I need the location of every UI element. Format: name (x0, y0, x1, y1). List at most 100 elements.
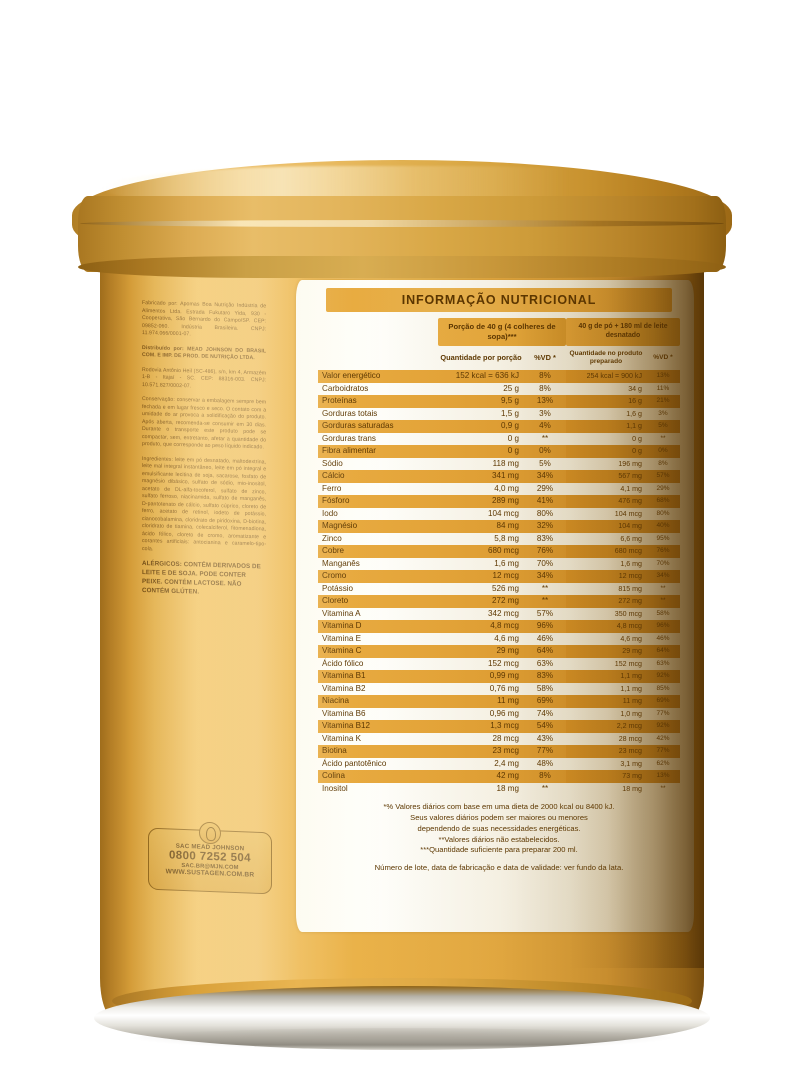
table-header-groups: Porção de 40 g (4 colheres de sopa)*** 4… (318, 318, 681, 346)
cell-q2: 1,1 g (566, 420, 646, 433)
cell-q2: 476 mg (566, 495, 646, 508)
cell-q1: 289 mg (438, 495, 524, 508)
table-row: Cobre 680 mcg 76% 680 mcg 76% (318, 545, 681, 558)
cell-q2: 254 kcal = 900 kJ (566, 370, 646, 383)
cell-v2: 77% (656, 709, 670, 717)
cell-name: Magnésio (318, 520, 438, 533)
cell-name: Manganês (322, 558, 360, 568)
table-row: Gorduras trans 0 g ** 0 g ** (318, 433, 680, 446)
table-row: Potássio 526 mg ** 815 mg ** (318, 583, 680, 596)
cell-q2: 1,1 mg (620, 684, 642, 693)
cell-q2: 6,6 mg (620, 534, 642, 543)
cell-v1: 48% (536, 758, 554, 768)
cell-v1: 34% (524, 570, 566, 583)
cell-name: Fósforo (318, 495, 438, 508)
cell-q1: 0,76 mg (489, 683, 519, 693)
cell-name: Colina (318, 770, 438, 783)
cell-v1: 57% (536, 608, 554, 618)
cell-v1: 83% (536, 533, 554, 543)
can-base-rim (94, 986, 710, 1050)
cell-q1: 11 mg (438, 695, 524, 708)
table-row: Vitamina C 29 mg 64% 29 mg 64% (318, 645, 681, 658)
cell-q1: 152 kcal = 636 kJ (438, 370, 524, 383)
cell-v2: 77% (646, 745, 681, 758)
cell-name: Carboidratos (322, 383, 369, 393)
cell-q2: 104 mg (566, 520, 646, 533)
cell-q1: 28 mcg (492, 733, 519, 743)
table-row: Manganês 1,6 mg 70% 1,6 mg 70% (318, 558, 680, 571)
cell-q2: 0 g (632, 434, 642, 443)
cell-q2: 680 mcg (566, 545, 646, 558)
cell-v1: 43% (536, 733, 554, 743)
table-row: Vitamina B6 0,96 mg 74% 1,0 mg 77% (318, 708, 680, 721)
cell-name: Proteínas (318, 395, 438, 408)
cell-name: Ferro (322, 483, 342, 493)
page-title: INFORMAÇÃO NUTRICIONAL (401, 293, 597, 307)
cell-q1: 12 mcg (438, 570, 524, 583)
cell-v2: 3% (658, 409, 668, 417)
cell-v2: 58% (656, 609, 670, 617)
ingredients-text: Ingredientes: leite em pó desnatado, mal… (142, 455, 267, 553)
table-row: Fósforo 289 mg 41% 476 mg 68% (318, 495, 681, 508)
nutrition-table-body: Valor energético 152 kcal = 636 kJ 8% 254 k… (318, 370, 681, 796)
cell-q2: 29 mg (566, 645, 646, 658)
cell-v1: 41% (524, 495, 566, 508)
table-row: Ácido pantotênico 2,4 mg 48% 3,1 mg 62% (318, 758, 680, 771)
cell-q1: 4,8 mcg (438, 620, 524, 633)
table-row: Ferro 4,0 mg 29% 4,1 mg 29% (318, 483, 680, 496)
can-body: Fabricado por: Apomas Boa Nutrição Indús… (100, 228, 704, 1018)
footnotes: *% Valores diários com base em uma dieta… (318, 802, 680, 874)
cell-name: Vitamina B2 (322, 683, 366, 693)
cell-q1: 526 mg (492, 583, 519, 593)
cell-v2: 69% (646, 695, 681, 708)
cell-name: Cloreto (318, 595, 438, 608)
cell-v2: 13% (646, 770, 681, 783)
cell-q1: 9,5 g (438, 395, 524, 408)
table-row: Cálcio 341 mg 34% 567 mg 57% (318, 470, 681, 483)
cell-v1: 63% (536, 658, 554, 668)
cell-q2: 28 mcg (618, 734, 642, 743)
cell-v1: 8% (524, 770, 566, 783)
cell-name: Cálcio (318, 470, 438, 483)
cell-q1: 25 g (503, 383, 519, 393)
cell-v2: 13% (646, 370, 681, 383)
cell-name: Fibra alimentar (318, 445, 438, 458)
cell-v1: 5% (539, 458, 551, 468)
subheader-vd-prepared: %VD * (653, 353, 673, 361)
cell-q2: 1,6 mg (620, 559, 642, 568)
cell-q1: 272 mg (438, 595, 524, 608)
cell-v2: 8% (658, 459, 668, 467)
cell-q1: 104 mcg (487, 508, 519, 518)
table-row: Zinco 5,8 mg 83% 6,6 mg 95% (318, 533, 680, 546)
cell-q2: 272 mg (566, 595, 646, 608)
cell-q1: 152 mcg (487, 658, 519, 668)
cell-q2: 104 mcg (614, 509, 642, 518)
cell-q2: 18 mg (622, 784, 642, 793)
table-row: Biotina 23 mcg 77% 23 mcg 77% (318, 745, 681, 758)
cell-v2: 63% (656, 659, 670, 667)
table-row: Vitamina K 28 mcg 43% 28 mcg 42% (318, 733, 680, 746)
manufacturer-text: Fabricado por: Apomas Boa Nutrição Indús… (142, 300, 267, 338)
distributor-address-text: Rodovia Antônio Heil (SC-486), s/n, km 4… (142, 366, 267, 390)
cell-v1: 13% (524, 395, 566, 408)
cell-q1: 42 mg (438, 770, 524, 783)
cell-v2: 29% (656, 484, 670, 492)
cell-v1: 76% (524, 545, 566, 558)
table-row: Iodo 104 mcg 80% 104 mcg 80% (318, 508, 680, 521)
cell-name: Vitamina B1 (318, 670, 438, 683)
table-row: Inositol 18 mg ** 18 mg ** (318, 783, 680, 796)
cell-q1: 0,9 g (438, 420, 524, 433)
cell-q1: 23 mcg (438, 745, 524, 758)
cell-q2: 4,1 mg (620, 484, 642, 493)
cell-v1: 8% (539, 383, 551, 393)
cell-v1: 74% (536, 708, 554, 718)
cell-v2: 92% (646, 670, 681, 683)
cell-v1: ** (541, 583, 549, 593)
cell-name: Vitamina K (322, 733, 361, 743)
cell-v2: 21% (646, 395, 681, 408)
cell-v1: 70% (536, 558, 554, 568)
nutrition-title-bar: INFORMAÇÃO NUTRICIONAL (326, 288, 672, 312)
table-row: Colina 42 mg 8% 73 mg 13% (318, 770, 681, 783)
cell-name: Gorduras saturadas (318, 420, 438, 433)
table-row: Fibra alimentar 0 g 0% 0 g 0% (318, 445, 681, 458)
